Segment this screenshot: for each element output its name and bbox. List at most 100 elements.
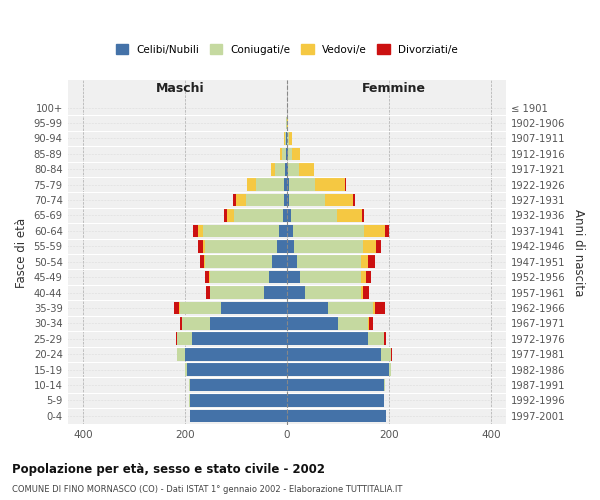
Bar — [221, 302, 287, 314]
Legend: Celibi/Nubili, Coniugati/e, Vedovi/e, Divorziati/e: Celibi/Nubili, Coniugati/e, Vedovi/e, Di… — [112, 40, 462, 58]
Bar — [185, 364, 187, 376]
Bar — [197, 224, 203, 237]
Text: Maschi: Maschi — [155, 82, 204, 96]
Bar — [187, 364, 287, 376]
Bar — [287, 332, 368, 345]
Bar — [269, 271, 287, 283]
Bar — [236, 194, 246, 206]
Bar — [209, 271, 211, 283]
Bar — [285, 132, 286, 144]
Bar — [363, 240, 376, 252]
Bar — [203, 256, 205, 268]
Bar — [211, 286, 264, 299]
Bar — [283, 209, 287, 222]
Bar — [190, 378, 287, 392]
Bar — [206, 286, 210, 299]
Bar — [246, 194, 284, 206]
Bar — [315, 178, 346, 191]
Bar — [338, 317, 368, 330]
Bar — [247, 178, 256, 191]
Bar — [287, 271, 299, 283]
Bar — [180, 317, 182, 330]
Text: Femmine: Femmine — [362, 82, 426, 96]
Bar — [271, 163, 275, 175]
Bar — [381, 348, 391, 360]
Text: Popolazione per età, sesso e stato civile - 2002: Popolazione per età, sesso e stato civil… — [12, 462, 325, 475]
Bar — [203, 240, 205, 252]
Bar — [200, 256, 203, 268]
Bar — [368, 332, 383, 345]
Bar — [292, 148, 299, 160]
Bar — [174, 302, 179, 314]
Bar — [287, 148, 288, 160]
Bar — [287, 178, 289, 191]
Bar — [185, 348, 287, 360]
Bar — [353, 194, 355, 206]
Bar — [362, 209, 364, 222]
Bar — [364, 224, 385, 237]
Bar — [325, 194, 353, 206]
Y-axis label: Anni di nascita: Anni di nascita — [572, 209, 585, 296]
Bar — [277, 240, 287, 252]
Bar — [297, 256, 361, 268]
Bar — [337, 209, 362, 222]
Bar — [176, 332, 177, 345]
Bar — [287, 209, 291, 222]
Bar — [361, 256, 368, 268]
Bar — [361, 271, 366, 283]
Bar — [368, 256, 374, 268]
Bar — [305, 286, 361, 299]
Bar — [385, 224, 389, 237]
Bar — [287, 364, 389, 376]
Bar — [205, 240, 277, 252]
Bar — [389, 364, 391, 376]
Bar — [287, 410, 386, 422]
Bar — [282, 148, 286, 160]
Bar — [287, 302, 328, 314]
Bar — [328, 302, 373, 314]
Text: COMUNE DI FINO MORNASCO (CO) - Dati ISTAT 1° gennaio 2002 - Elaborazione TUTTITA: COMUNE DI FINO MORNASCO (CO) - Dati ISTA… — [12, 485, 403, 494]
Bar — [291, 209, 337, 222]
Bar — [177, 332, 193, 345]
Bar — [287, 194, 289, 206]
Bar — [299, 163, 314, 175]
Bar — [227, 209, 234, 222]
Bar — [287, 286, 305, 299]
Bar — [293, 224, 364, 237]
Bar — [383, 378, 385, 392]
Bar — [279, 224, 287, 237]
Bar — [233, 194, 236, 206]
Bar — [182, 317, 211, 330]
Bar — [363, 286, 370, 299]
Bar — [370, 317, 373, 330]
Y-axis label: Fasce di età: Fasce di età — [15, 218, 28, 288]
Bar — [295, 240, 363, 252]
Bar — [197, 240, 203, 252]
Bar — [203, 224, 279, 237]
Bar — [190, 394, 287, 407]
Bar — [193, 224, 197, 237]
Bar — [284, 194, 287, 206]
Bar — [288, 148, 292, 160]
Bar — [289, 178, 315, 191]
Bar — [384, 332, 386, 345]
Bar — [272, 256, 287, 268]
Bar — [286, 148, 287, 160]
Bar — [190, 410, 287, 422]
Bar — [368, 317, 370, 330]
Bar — [289, 163, 299, 175]
Bar — [205, 256, 272, 268]
Bar — [361, 286, 363, 299]
Bar — [264, 286, 287, 299]
Bar — [287, 116, 289, 130]
Bar — [287, 317, 338, 330]
Bar — [287, 163, 289, 175]
Bar — [289, 132, 292, 144]
Bar — [366, 271, 371, 283]
Bar — [284, 178, 287, 191]
Bar — [374, 302, 385, 314]
Bar — [299, 271, 361, 283]
Bar — [285, 163, 287, 175]
Bar — [280, 148, 282, 160]
Bar — [287, 378, 383, 392]
